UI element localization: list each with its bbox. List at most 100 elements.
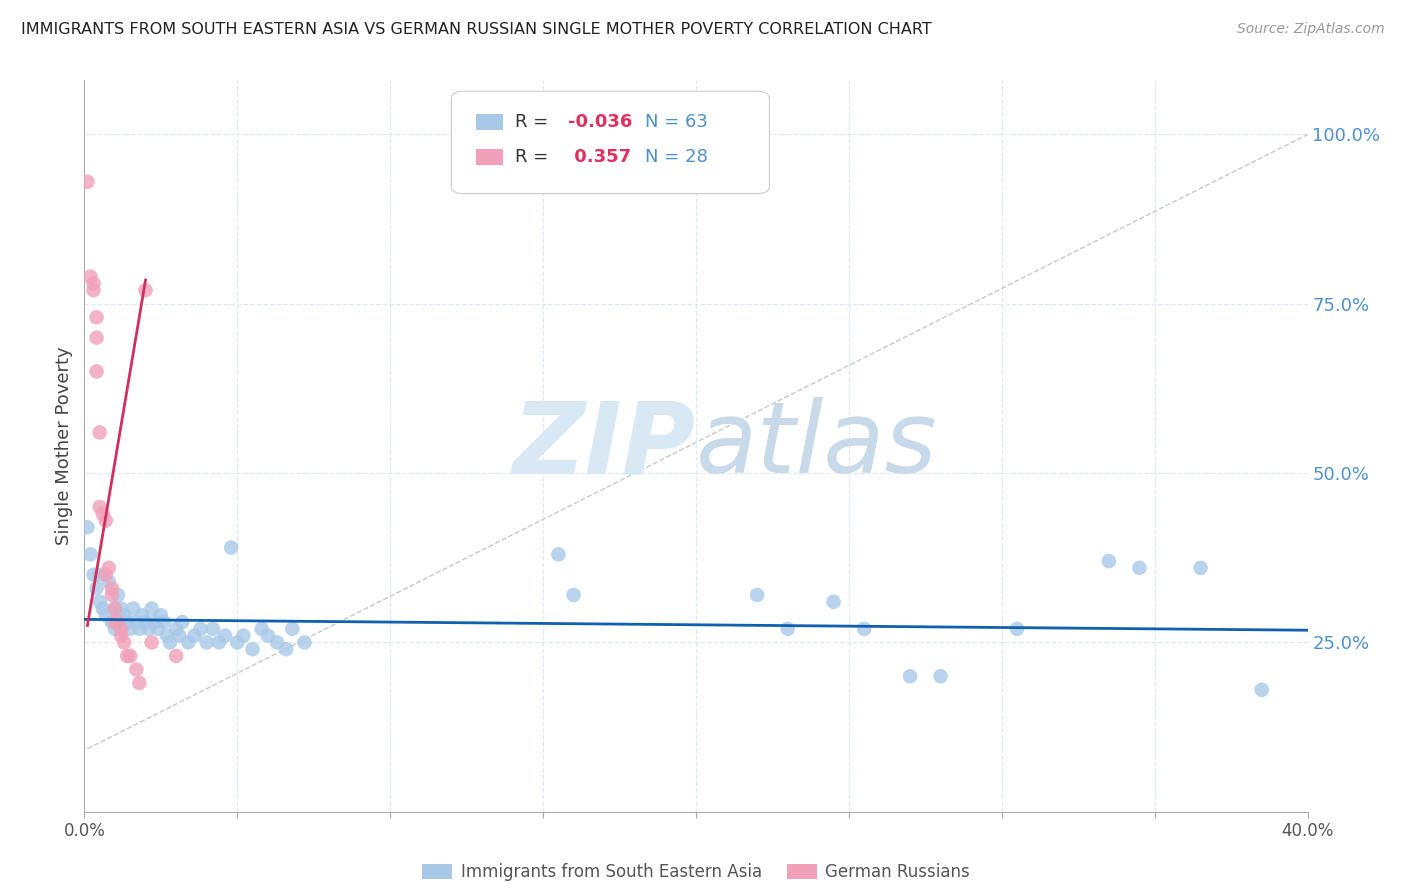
Point [89, 567, 111, 582]
Point [1189, 561, 1212, 575]
Point [128, 622, 150, 636]
Point [1250, 682, 1272, 697]
Point [281, 622, 304, 636]
Point [257, 629, 280, 643]
Point [232, 629, 254, 643]
Point [83, 277, 105, 291]
Point [125, 663, 148, 677]
Point [104, 622, 127, 636]
Point [195, 635, 218, 649]
Point [115, 615, 138, 629]
Point [929, 669, 952, 683]
Point [83, 283, 105, 297]
Point [94, 608, 117, 623]
Point [172, 615, 194, 629]
Point [776, 622, 799, 636]
Point [120, 648, 142, 663]
Point [79, 269, 101, 284]
Text: Source: ZipAtlas.com: Source: ZipAtlas.com [1237, 22, 1385, 37]
Point [86, 364, 108, 378]
Y-axis label: Single Mother Poverty: Single Mother Poverty [55, 347, 73, 545]
Point [110, 622, 132, 636]
Point [89, 500, 111, 514]
Point [104, 601, 127, 615]
Point [165, 648, 187, 663]
FancyBboxPatch shape [475, 149, 503, 165]
Point [1098, 554, 1121, 568]
Point [115, 648, 138, 663]
Point [89, 425, 111, 440]
Legend: Immigrants from South Eastern Asia, German Russians: Immigrants from South Eastern Asia, Germ… [416, 856, 976, 888]
Point [76, 175, 98, 189]
Point [250, 622, 273, 636]
Point [122, 601, 145, 615]
Point [219, 541, 242, 555]
Point [141, 601, 163, 615]
Point [79, 547, 101, 561]
Point [89, 595, 111, 609]
Point [1005, 622, 1028, 636]
Point [104, 601, 127, 615]
Point [823, 595, 845, 609]
Point [183, 629, 205, 643]
Point [135, 615, 157, 629]
FancyBboxPatch shape [451, 91, 769, 194]
Point [128, 676, 150, 690]
Point [110, 629, 132, 643]
Point [97, 561, 120, 575]
Point [143, 615, 166, 629]
Point [120, 622, 142, 636]
Point [131, 608, 153, 623]
Point [94, 567, 117, 582]
Text: -0.036: -0.036 [568, 113, 631, 131]
Point [214, 629, 236, 643]
Point [149, 608, 172, 623]
Point [167, 629, 190, 643]
Point [107, 588, 129, 602]
Point [165, 622, 187, 636]
Point [94, 514, 117, 528]
Point [853, 622, 876, 636]
Point [86, 581, 108, 595]
Point [107, 615, 129, 629]
Text: N = 63: N = 63 [644, 113, 707, 131]
Point [86, 331, 108, 345]
Point [135, 283, 157, 297]
Point [156, 629, 179, 643]
Point [562, 588, 585, 602]
Point [294, 635, 316, 649]
Text: R =: R = [515, 148, 554, 166]
Text: N = 28: N = 28 [644, 148, 707, 166]
Point [201, 622, 224, 636]
Point [125, 615, 148, 629]
Point [177, 635, 200, 649]
Point [101, 588, 124, 602]
Point [97, 574, 120, 589]
Point [266, 635, 288, 649]
Point [547, 547, 569, 561]
Point [276, 642, 298, 657]
Point [83, 567, 105, 582]
Point [91, 507, 114, 521]
Point [242, 642, 264, 657]
Point [153, 615, 176, 629]
Point [208, 635, 231, 649]
Point [1128, 561, 1150, 575]
Point [112, 608, 135, 623]
Text: R =: R = [515, 113, 554, 131]
Point [138, 622, 160, 636]
Point [747, 588, 769, 602]
Point [190, 622, 212, 636]
Point [159, 635, 181, 649]
Point [226, 635, 249, 649]
FancyBboxPatch shape [475, 114, 503, 130]
Point [101, 581, 124, 595]
Text: ZIP: ZIP [513, 398, 696, 494]
Point [86, 310, 108, 325]
Point [91, 601, 114, 615]
Point [141, 635, 163, 649]
Point [112, 635, 135, 649]
Point [104, 615, 127, 629]
Point [898, 669, 921, 683]
Text: atlas: atlas [696, 398, 938, 494]
